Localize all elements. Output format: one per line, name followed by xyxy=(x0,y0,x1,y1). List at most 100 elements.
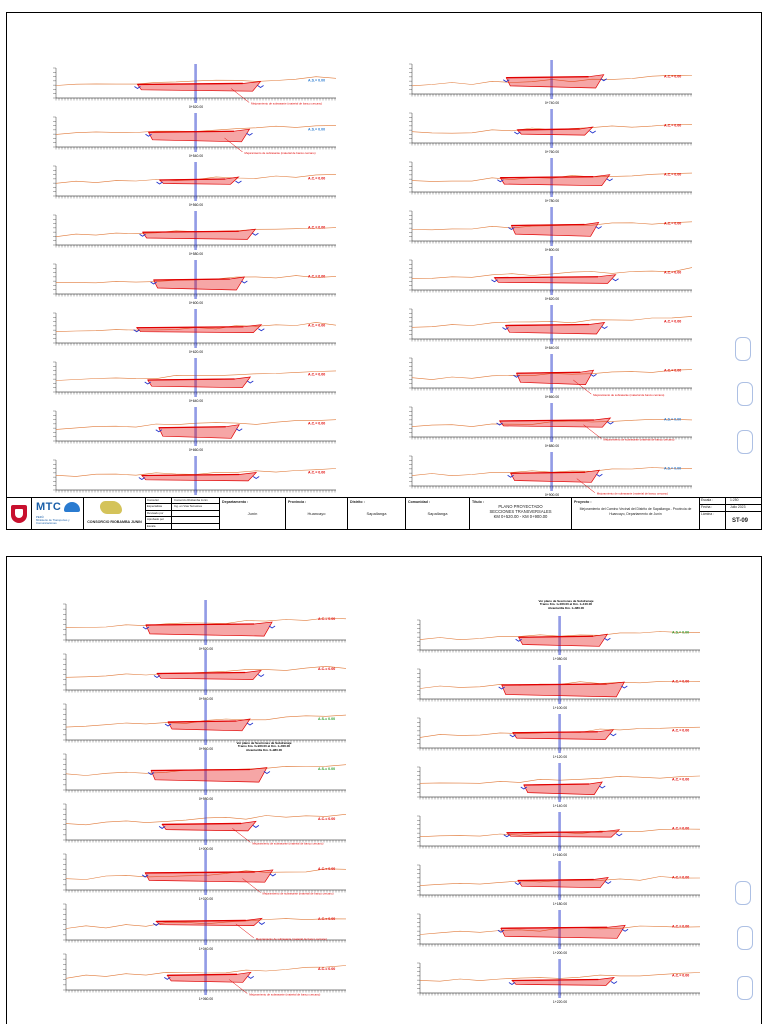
annotation-text: Mejoramiento de subrasante (material de … xyxy=(249,993,320,997)
annotation-text: Mejoramiento de subrasante (material de … xyxy=(251,101,322,105)
cross-section-panel: 1+180.00 A.C.= 0.00 xyxy=(417,861,701,906)
area-label: A.C.= 0.00 xyxy=(664,320,681,324)
station-label: 1+040.00 xyxy=(199,947,213,951)
cross-section-panel: 0+740.00 A.C.= 0.00 xyxy=(409,60,693,105)
pavement-line xyxy=(511,223,585,227)
ditch-right xyxy=(257,85,264,89)
cross-section-panel: 0+520.00 A.S.= 0.00 Mejoramiento de subras… xyxy=(53,64,337,109)
ditch-right xyxy=(241,280,248,284)
ditch-left xyxy=(509,734,516,738)
cross-section-panel: 1+080.00 A.S.= 0.00 xyxy=(417,616,701,661)
station-label: 1+060.00 xyxy=(199,997,213,1001)
ditch-left xyxy=(153,675,161,679)
annotation-leader xyxy=(573,379,592,395)
ditch-left xyxy=(155,429,163,433)
station-label: 1+000.00 xyxy=(199,847,213,851)
area-label: A.C.= 0.00 xyxy=(664,124,681,128)
ditch-left xyxy=(507,474,514,478)
ditch-right xyxy=(604,881,612,885)
station-label: 0+580.00 xyxy=(189,252,203,256)
ditch-right xyxy=(600,78,607,82)
cross-section-panel: 0+600.00 A.C.= 0.00 xyxy=(53,260,337,305)
ditch-right xyxy=(590,373,597,377)
annotation-text: Mejoramiento de subrasante (material de … xyxy=(597,492,668,496)
area-label: A.S.= 0.00 xyxy=(664,418,681,422)
cut-fill-area xyxy=(161,820,257,832)
ditch-left xyxy=(142,626,150,630)
area-label: A.C.= 0.00 xyxy=(308,177,325,181)
area-label: A.C.= 0.00 xyxy=(672,680,689,684)
station-label: 0+740.00 xyxy=(545,101,559,105)
ditch-left xyxy=(141,874,149,878)
ditch-right xyxy=(621,928,629,932)
pavement-line xyxy=(506,831,603,834)
pavement-line xyxy=(499,419,594,422)
comunidad-cell: Comunidad : Sapallanga xyxy=(406,498,470,530)
fecha-label: Fecha : xyxy=(700,505,726,511)
signature-stamp-3 xyxy=(737,430,753,454)
info-key: Escala xyxy=(146,523,172,529)
cross-section-panel: 0+960.00 A.S.= 0.00 xyxy=(63,700,347,751)
consortium-logo: CONSORCIO RIOBAMBA JUNIN xyxy=(84,498,146,530)
station-label: 0+540.00 xyxy=(189,154,203,158)
station-label: 0+820.00 xyxy=(545,297,559,301)
ditch-left xyxy=(138,477,146,481)
ditch-left xyxy=(491,279,498,283)
ditch-right xyxy=(612,278,619,282)
ditch-right xyxy=(269,873,277,877)
ditch-right xyxy=(610,981,618,985)
ditch-right xyxy=(598,785,606,789)
area-label: A.C.= 0.00 xyxy=(664,75,681,79)
station-label: 0+920.00 xyxy=(199,647,213,651)
area-label: A.C.= 0.00 xyxy=(318,917,335,921)
station-label: 1+140.00 xyxy=(553,804,567,808)
cross-section-panel: 1+100.00 A.C.= 0.00 xyxy=(417,665,701,710)
station-label: 0+560.00 xyxy=(189,203,203,207)
station-label: 1+100.00 xyxy=(553,706,567,710)
info-key: Aprobado por xyxy=(146,517,172,523)
ditch-right xyxy=(246,132,253,136)
ditch-right xyxy=(252,825,260,828)
cross-section-panel: 0+560.00 A.C.= 0.00 xyxy=(53,162,337,207)
pavement-line xyxy=(151,768,250,772)
ditch-left xyxy=(513,374,520,378)
wave-icon xyxy=(64,502,80,512)
ditch-left xyxy=(139,233,146,237)
annotation-text: Mejoramiento de subrasante (material de … xyxy=(593,393,664,397)
cut-fill-area xyxy=(166,971,252,983)
pavement-line xyxy=(137,82,243,86)
cut-fill-area xyxy=(511,977,615,986)
cross-section-panel: 1+060.00 A.C.= 0.00 Mejoramiento de subras… xyxy=(63,950,347,1001)
cross-section-panel: 1+120.00 A.C.= 0.00 xyxy=(417,714,701,759)
titulo-value: PLANO PROYECTADO SECCIONES TRANSVERSALES… xyxy=(489,504,552,519)
comunidad-label: Comunidad : xyxy=(408,500,430,504)
area-label: A.C.= 0.00 xyxy=(672,827,689,831)
pavement-line xyxy=(147,378,235,381)
pavement-line xyxy=(505,323,590,327)
cut-fill-area xyxy=(505,829,621,838)
ditch-left xyxy=(503,79,510,83)
distrito-label: Distrito : xyxy=(350,500,365,504)
station-label: 0+880.00 xyxy=(545,444,559,448)
cross-section-panel: 1+140.00 A.C.= 0.00 xyxy=(417,763,701,808)
pavement-line xyxy=(156,919,246,923)
ditch-right xyxy=(596,473,603,477)
ditch-left xyxy=(514,882,522,886)
pavement-line xyxy=(167,973,238,976)
ditch-right xyxy=(258,328,265,332)
station-label: 0+780.00 xyxy=(545,199,559,203)
cut-fill-area xyxy=(147,376,252,389)
cross-section-panel: 0+940.00 A.C.= 0.00 xyxy=(63,650,347,701)
pavement-line xyxy=(512,731,598,734)
annotation-leader xyxy=(224,137,243,153)
area-label: A.S.= 0.00 xyxy=(672,631,689,635)
station-label: 1+020.00 xyxy=(199,897,213,901)
cross-section-panel: 1+020.00 A.C.= 0.00 Mejoramiento de subras… xyxy=(63,850,347,901)
info-value xyxy=(172,511,174,516)
info-value xyxy=(172,517,174,522)
ditch-right xyxy=(252,476,260,480)
area-label: A.S.= 0.00 xyxy=(318,767,335,771)
info-key: Consultor xyxy=(146,498,172,504)
area-label: A.C.= 0.00 xyxy=(318,967,335,971)
ditch-left xyxy=(158,826,166,829)
